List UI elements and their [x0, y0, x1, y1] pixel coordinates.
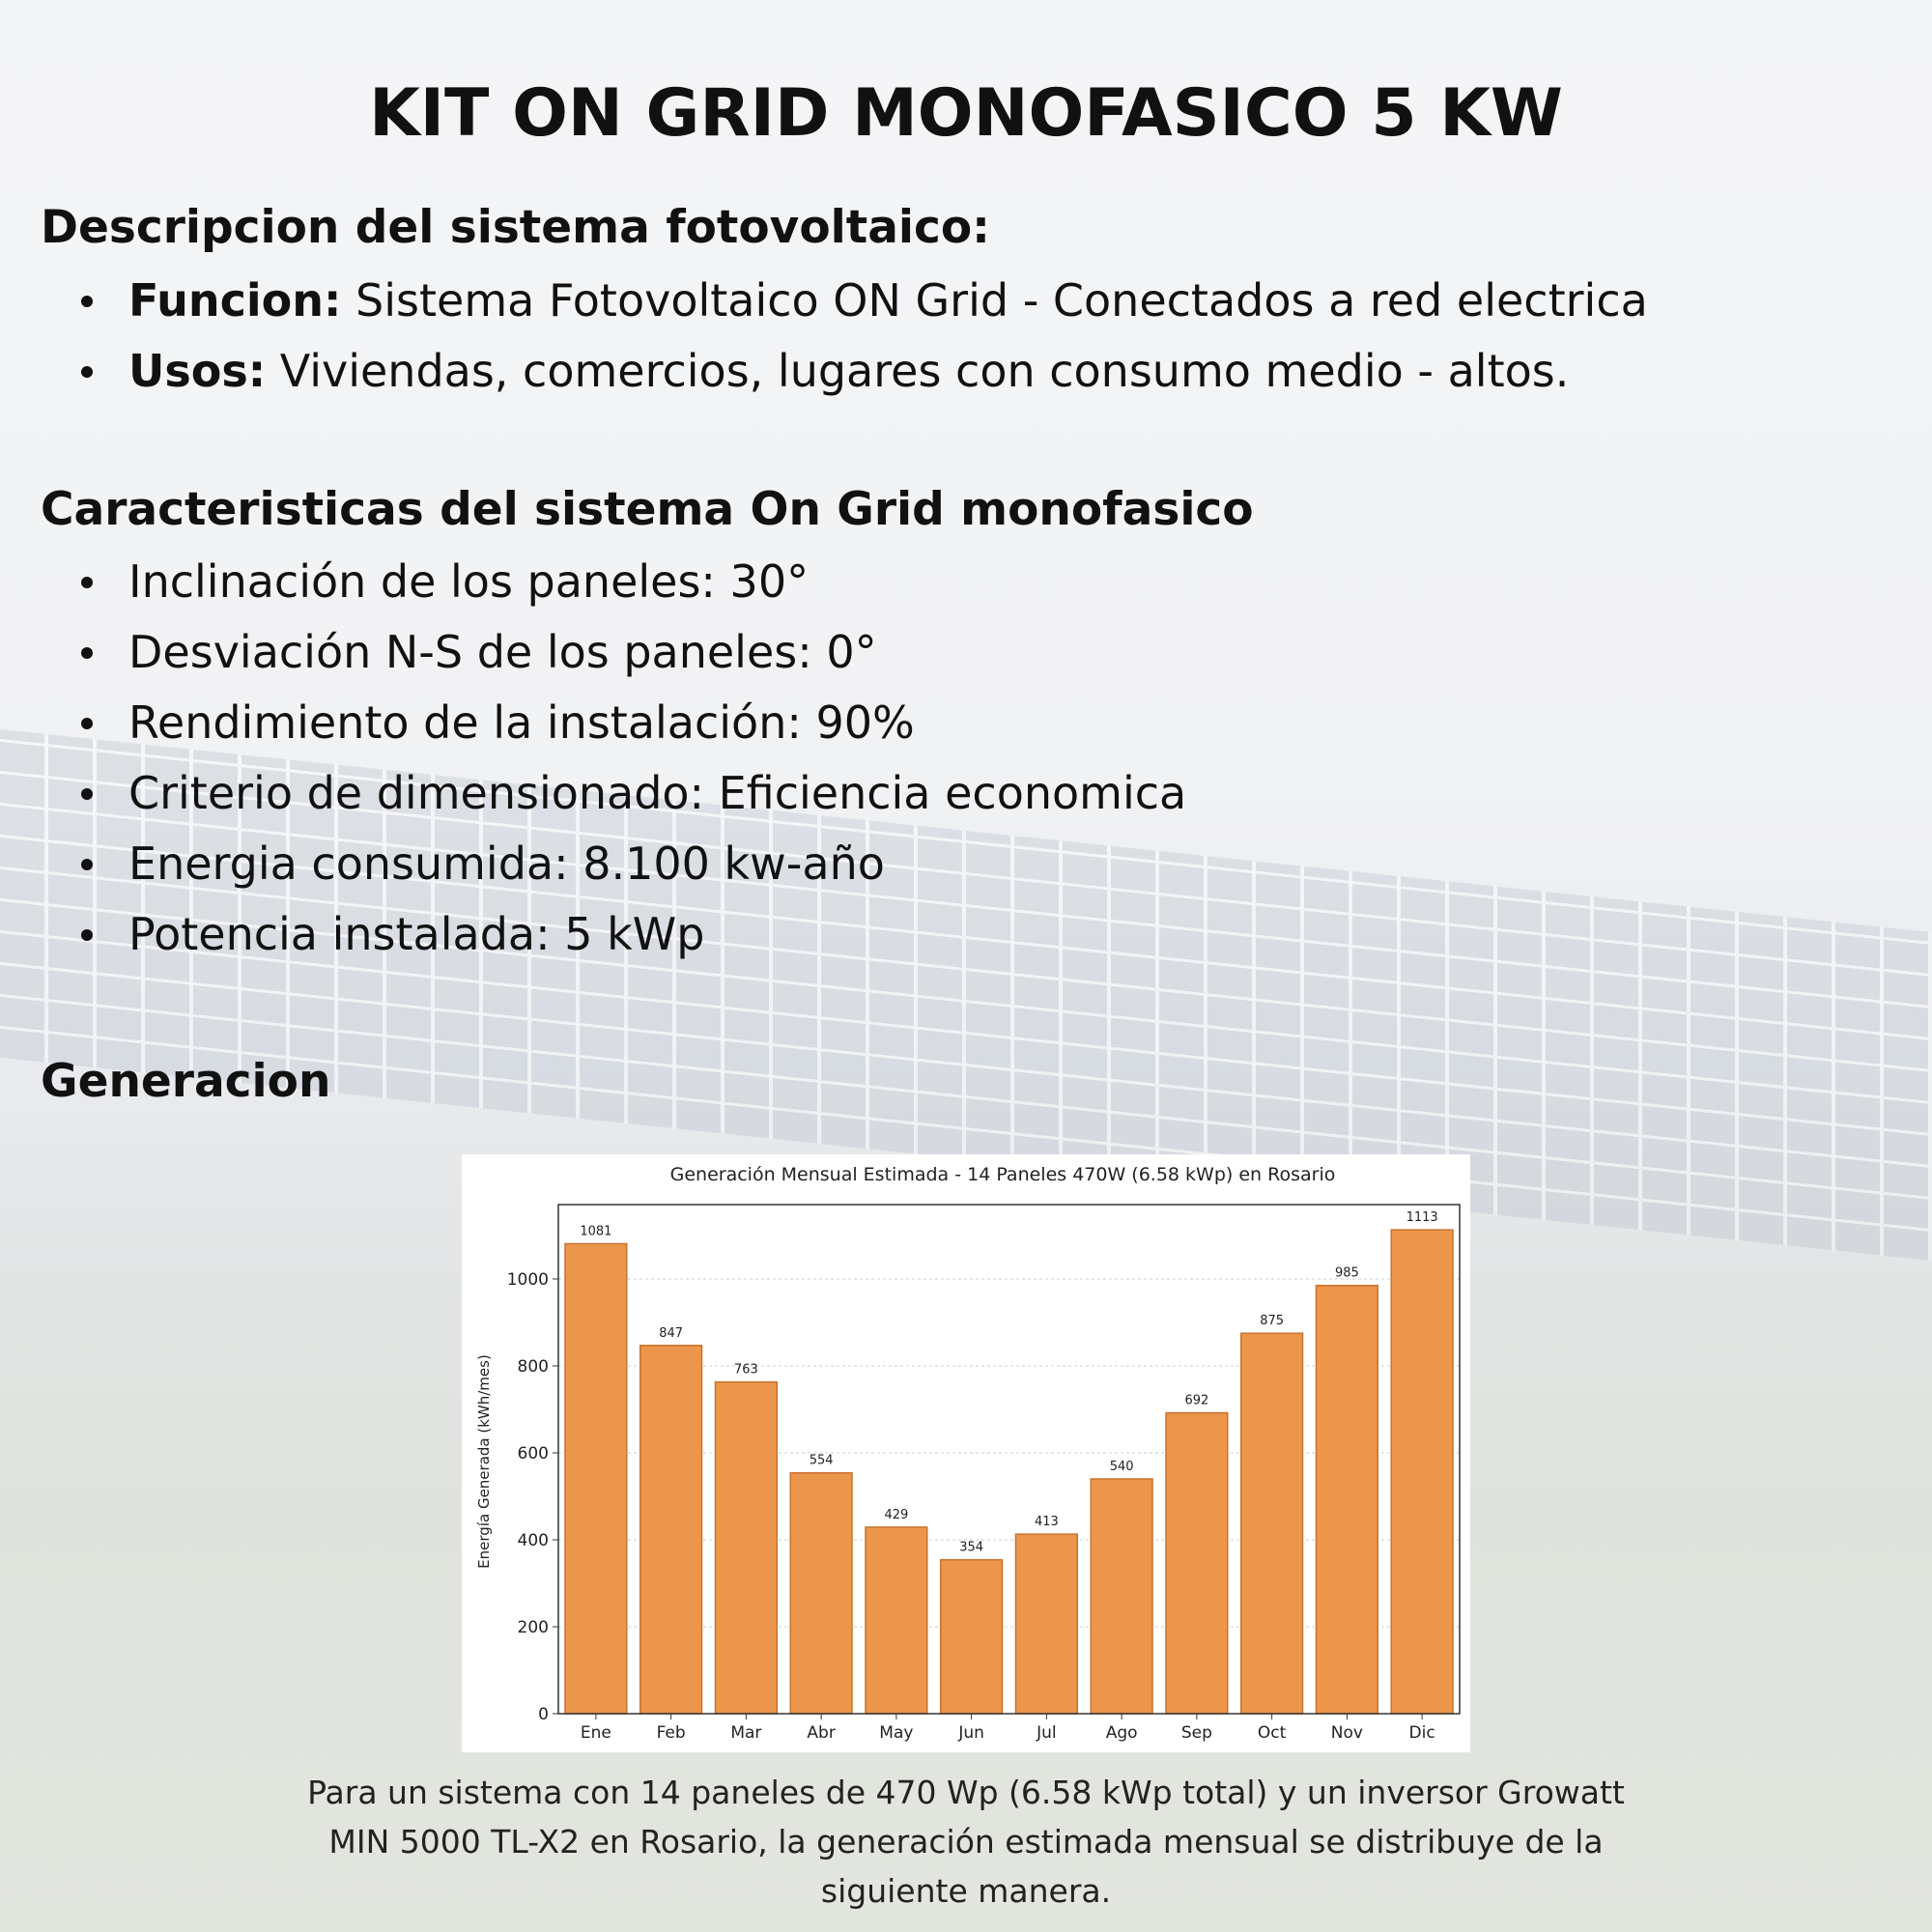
generation-chart: Generación Mensual Estimada - 14 Paneles… — [462, 1154, 1470, 1752]
x-tick-label: May — [879, 1723, 913, 1743]
bar-mar — [714, 1380, 779, 1715]
bar-may — [865, 1526, 928, 1715]
data-label: 847 — [659, 1326, 683, 1341]
list-item: Potencia instalada: 5 kWp — [0, 899, 1186, 970]
chart-title: Generación Mensual Estimada - 14 Paneles… — [670, 1164, 1336, 1185]
bullet-icon — [81, 577, 93, 588]
description-heading: Descripcion del sistema fotovoltaico: — [41, 201, 990, 254]
bullet-icon — [81, 859, 93, 870]
data-label: 875 — [1260, 1314, 1284, 1328]
x-tick-label: Jun — [957, 1723, 984, 1743]
x-tick-label: Feb — [657, 1723, 686, 1743]
bar-chart: Generación Mensual Estimada - 14 Paneles… — [475, 1164, 1461, 1743]
description-list: Funcion: Sistema Fotovoltaico ON Grid - … — [0, 266, 1648, 407]
list-item: Criterio de dimensionado: Eficiencia eco… — [0, 758, 1186, 829]
data-label: 354 — [959, 1541, 983, 1555]
bullet-icon — [81, 366, 93, 378]
bar-jun — [939, 1558, 1004, 1715]
bullet-icon — [81, 929, 93, 941]
bar-dic — [1390, 1229, 1454, 1715]
list-item: Energia consumida: 8.100 kw-año — [0, 829, 1186, 899]
bar-ago — [1090, 1478, 1153, 1715]
x-tick-label: Ago — [1106, 1723, 1138, 1743]
bar-ene — [564, 1242, 628, 1715]
x-tick-label: Sep — [1181, 1723, 1212, 1743]
bar-oct — [1239, 1332, 1304, 1715]
y-tick-label: 600 — [518, 1444, 549, 1463]
bar-abr — [789, 1471, 853, 1715]
data-label: 540 — [1110, 1460, 1134, 1474]
generation-heading: Generacion — [41, 1055, 331, 1108]
page-title: KIT ON GRID MONOFASICO 5 KW — [369, 75, 1563, 152]
bullet-icon — [81, 718, 93, 729]
x-tick-label: Dic — [1409, 1723, 1435, 1743]
list-item: Inclinación de los paneles: 30° — [0, 547, 1186, 617]
bar-sep — [1165, 1411, 1229, 1715]
data-label: 692 — [1184, 1394, 1208, 1408]
list-item: Desviación N-S de los paneles: 0° — [0, 617, 1186, 688]
bar-jul — [1014, 1533, 1079, 1715]
bullet-icon — [81, 647, 93, 659]
data-label: 554 — [810, 1454, 834, 1468]
y-tick-label: 800 — [518, 1357, 549, 1377]
y-tick-label: 0 — [538, 1705, 549, 1724]
data-label: 413 — [1035, 1515, 1059, 1529]
x-tick-label: Nov — [1331, 1723, 1363, 1743]
plot-frame — [557, 1204, 1461, 1715]
y-tick-label: 1000 — [507, 1270, 549, 1290]
features-heading: Caracteristicas del sistema On Grid mono… — [41, 483, 1254, 536]
y-tick-label: 200 — [518, 1618, 549, 1637]
data-label: 763 — [734, 1363, 758, 1378]
bar-nov — [1315, 1284, 1379, 1715]
generation-caption: Para un sistema con 14 paneles de 470 Wp… — [307, 1774, 1625, 1910]
data-label: 985 — [1335, 1266, 1359, 1281]
y-axis-label: Energía Generada (kWh/mes) — [475, 1354, 493, 1569]
x-tick-label: Ene — [581, 1723, 611, 1743]
features-list: Inclinación de los paneles: 30° Desviaci… — [0, 547, 1186, 970]
list-item: Rendimiento de la instalación: 90% — [0, 688, 1186, 758]
bar-feb — [639, 1345, 703, 1715]
bullet-icon — [81, 296, 93, 307]
x-tick-label: Mar — [730, 1723, 761, 1743]
list-item-usos: Usos: Viviendas, comercios, lugares con … — [0, 336, 1648, 407]
x-tick-label: Oct — [1258, 1723, 1287, 1743]
data-label: 429 — [884, 1508, 908, 1522]
list-item-funcion: Funcion: Sistema Fotovoltaico ON Grid - … — [0, 266, 1648, 336]
x-tick-label: Jul — [1036, 1723, 1057, 1743]
data-label: 1081 — [580, 1225, 611, 1239]
data-label: 1113 — [1406, 1210, 1438, 1225]
y-tick-label: 400 — [518, 1531, 549, 1550]
bullet-icon — [81, 788, 93, 800]
x-tick-label: Abr — [807, 1723, 835, 1743]
